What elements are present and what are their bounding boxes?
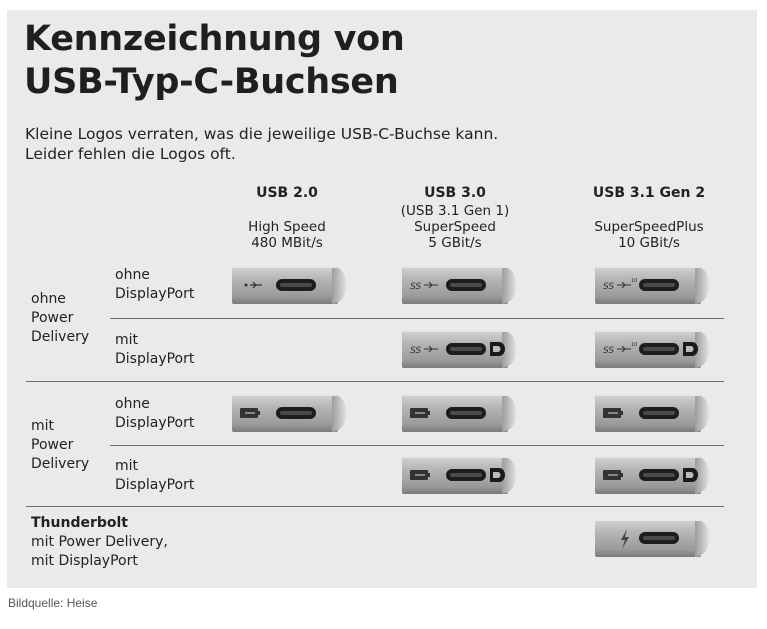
subrow-label-3: ohne DisplayPort [115, 396, 195, 431]
thunderbolt-label: Thunderbolt mit Power Delivery, mit Disp… [31, 515, 168, 569]
subrow-label-1: ohne DisplayPort [115, 267, 195, 302]
divider-sub-1 [110, 318, 724, 319]
usb2-port-no-pd-no-dp [232, 266, 346, 304]
usb3-port-no-pd-dp [402, 330, 516, 368]
usb3-port-pd-dp [402, 456, 516, 494]
battery-icon [409, 469, 431, 481]
infographic-subtitle: Kleine Logos verraten, was die jeweilige… [25, 125, 499, 163]
divider-group [26, 381, 724, 382]
divider-sub-2 [110, 445, 724, 446]
column-header-usb3: USB 3.0 (USB 3.1 Gen 1) SuperSpeed 5 GBi… [400, 185, 510, 251]
column-header-usb2: USB 2.0 High Speed 480 MBit/s [248, 185, 326, 251]
battery-icon [602, 407, 624, 419]
displayport-icon [683, 468, 698, 482]
usb2-port-pd-no-dp [232, 394, 346, 432]
displayport-icon [683, 342, 698, 356]
battery-icon [239, 407, 261, 419]
divider-thunderbolt [26, 506, 724, 507]
column-header-usb31: USB 3.1 Gen 2 SuperSpeedPlus 10 GBit/s [592, 185, 706, 251]
battery-icon [602, 469, 624, 481]
image-credit: Bildquelle: Heise [8, 596, 98, 610]
usb3-port-pd-no-dp [402, 394, 516, 432]
infographic-title: Kennzeichnung von USB-Typ-C-Buchsen [24, 19, 405, 102]
usb3-port-no-pd-no-dp [402, 266, 516, 304]
displayport-icon [490, 342, 505, 356]
subrow-label-4: mit DisplayPort [115, 458, 195, 493]
group-label-with-pd: mit Power Delivery [31, 418, 90, 472]
usb31-port-no-pd-no-dp [595, 266, 709, 304]
usb31-port-pd-dp [595, 456, 709, 494]
subrow-label-2: mit DisplayPort [115, 332, 195, 367]
group-label-without-pd: ohne Power Delivery [31, 291, 90, 345]
usb31-port-no-pd-dp [595, 330, 709, 368]
thunderbolt-port [595, 519, 709, 557]
displayport-icon [490, 468, 505, 482]
battery-icon [409, 407, 431, 419]
usb31-port-pd-no-dp [595, 394, 709, 432]
